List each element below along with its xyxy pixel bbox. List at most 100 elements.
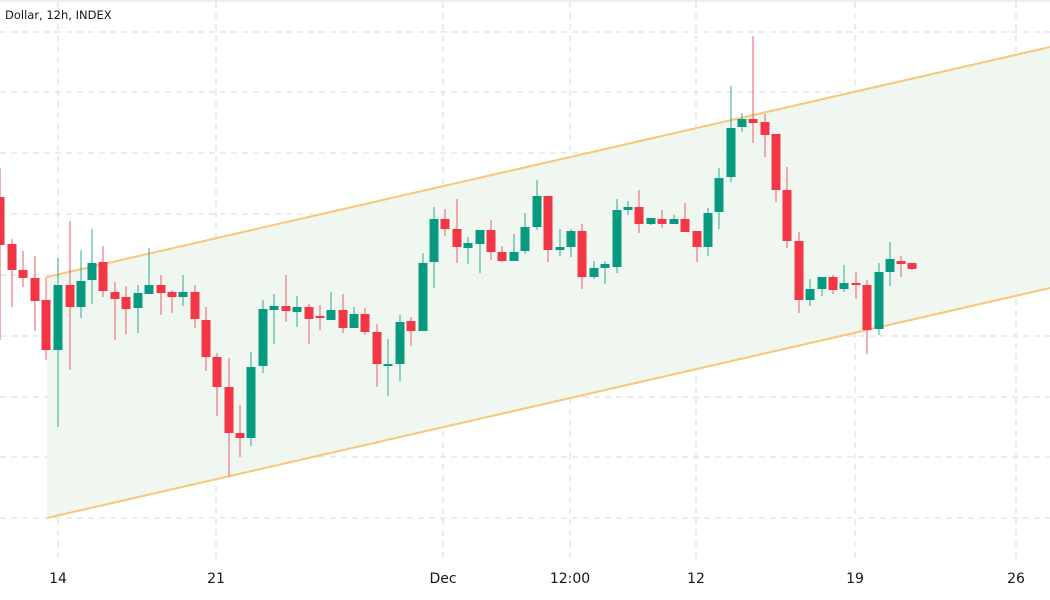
candle-up <box>326 292 336 320</box>
candle-body <box>292 307 302 312</box>
candle-down <box>190 285 200 328</box>
candle-body <box>703 213 713 247</box>
candle-down <box>907 263 917 270</box>
channel-upper-line[interactable] <box>46 46 1050 278</box>
candle-up <box>269 294 279 344</box>
candle-down <box>338 294 348 333</box>
candle-up <box>349 307 359 328</box>
candle-body <box>737 119 747 127</box>
candle-down <box>543 196 553 262</box>
candle-body <box>76 281 86 307</box>
x-axis-label: 21 <box>207 571 225 587</box>
candle-body <box>121 297 131 309</box>
candle-body <box>566 231 576 247</box>
candle-body <box>452 229 462 247</box>
candle-down <box>7 239 17 307</box>
candle-body <box>862 285 872 330</box>
candle-down <box>771 134 781 202</box>
candle-body <box>828 277 838 290</box>
candle-up <box>246 352 256 446</box>
x-axis-label: 19 <box>846 571 864 587</box>
candle-body <box>600 264 610 268</box>
candle-body <box>167 292 177 297</box>
candle-down <box>851 272 861 299</box>
candle-body <box>235 433 245 438</box>
candle-body <box>212 357 222 387</box>
candle-up <box>646 218 656 225</box>
candle-down <box>828 275 838 294</box>
candle-body <box>0 197 5 245</box>
candle-up <box>623 201 633 215</box>
candle-body <box>520 227 530 251</box>
candle-up <box>87 229 97 304</box>
candle-down <box>862 280 872 354</box>
candle-up <box>885 242 895 286</box>
candle-body <box>65 285 75 307</box>
candle-body <box>726 128 736 177</box>
candle-up <box>600 261 610 284</box>
candle-body <box>646 218 656 224</box>
candle-up <box>258 300 268 373</box>
candle-down <box>281 275 291 322</box>
candle-body <box>486 230 496 252</box>
top-border <box>0 0 1050 2</box>
candle-body <box>18 270 28 278</box>
candle-up <box>292 296 302 327</box>
candle-body <box>771 134 781 190</box>
candle-body <box>896 261 906 264</box>
x-axis-label: 12 <box>687 571 705 587</box>
candle-down <box>315 305 325 330</box>
candle-body <box>190 292 200 319</box>
candle-up <box>566 229 576 257</box>
candle-body <box>817 277 827 289</box>
candle-body <box>133 293 143 308</box>
candle-body <box>692 231 702 247</box>
candle-body <box>839 283 849 289</box>
candle-body <box>532 196 542 227</box>
candle-down <box>406 317 416 346</box>
candle-up <box>737 113 747 132</box>
candle-body <box>383 364 393 366</box>
candle-body <box>326 310 336 320</box>
candle-body <box>87 263 97 280</box>
candle-down <box>680 203 690 232</box>
candle-body <box>144 285 154 294</box>
candle-up <box>53 258 63 427</box>
candle-body <box>338 310 348 328</box>
candle-body <box>349 314 359 328</box>
candle-body <box>269 306 279 310</box>
candle-down <box>497 246 507 262</box>
candle-body <box>669 219 679 224</box>
candle-body <box>178 292 188 297</box>
candle-body <box>805 289 815 300</box>
candle-body <box>418 263 428 331</box>
candle-down <box>360 308 370 335</box>
candle-body <box>156 285 166 293</box>
candle-body <box>794 241 804 300</box>
candle-down <box>98 246 108 297</box>
candle-down <box>748 36 758 143</box>
parallel-channel[interactable] <box>46 46 1050 519</box>
candle-body <box>463 243 473 248</box>
candle-up <box>589 261 599 279</box>
candle-body <box>7 244 17 270</box>
candle-body <box>634 207 644 224</box>
candle-body <box>315 316 325 318</box>
candle-body <box>885 259 895 272</box>
candle-body <box>589 268 599 277</box>
candle-body <box>224 387 234 433</box>
candle-down <box>782 167 792 248</box>
candle-down <box>18 251 28 287</box>
x-axis-label: 12:00 <box>549 571 591 587</box>
candle-up <box>669 215 679 224</box>
candle-body <box>98 262 108 291</box>
candle-down <box>577 224 587 289</box>
candle-up <box>76 250 86 318</box>
candle-down <box>30 256 40 331</box>
candle-body <box>304 307 314 319</box>
candle-body <box>372 332 382 364</box>
candle-body <box>497 252 507 261</box>
candle-body <box>110 292 120 299</box>
candle-up <box>463 237 473 264</box>
